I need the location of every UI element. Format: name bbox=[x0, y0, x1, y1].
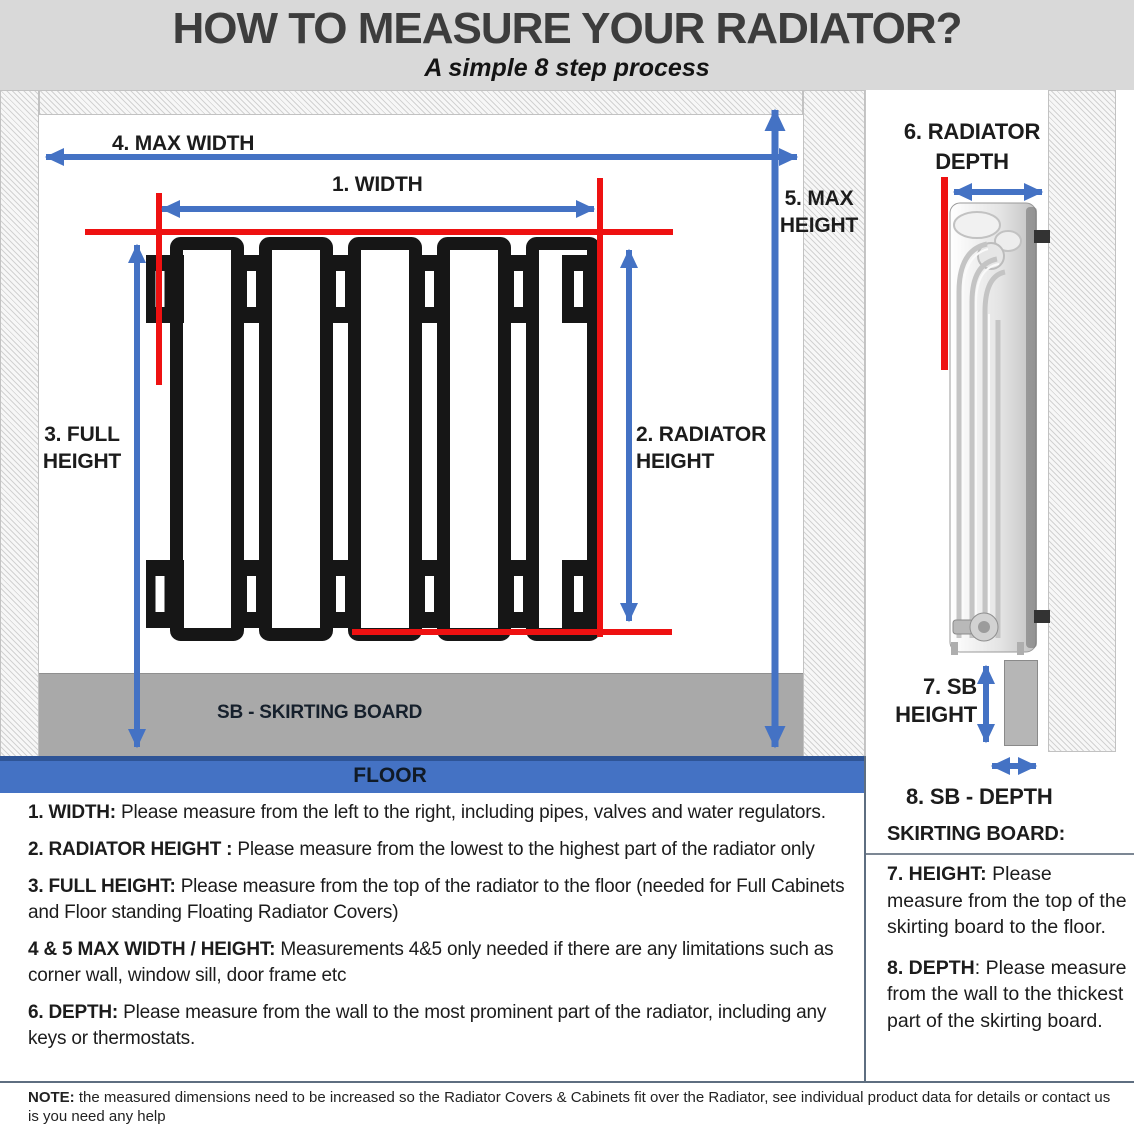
red-line-left bbox=[156, 193, 162, 385]
instruction-item-full-height: 3. FULL HEIGHT: Please measure from the … bbox=[28, 874, 864, 926]
instruction-text: Please measure from the lowest to the hi… bbox=[232, 839, 815, 860]
red-line-depth bbox=[941, 177, 948, 370]
skirting-board-band-label: SB - SKIRTING BOARD bbox=[217, 702, 423, 723]
panel-divider-dark bbox=[864, 756, 866, 1083]
instruction-text: Please measure from the wall to the most… bbox=[28, 1002, 827, 1049]
page-subtitle: A simple 8 step process bbox=[424, 54, 710, 82]
instruction-item-depth: 6. DEPTH: Please measure from the wall t… bbox=[28, 1000, 864, 1052]
wall-top-hatch bbox=[39, 90, 803, 115]
red-line-top bbox=[85, 229, 673, 235]
skirting-item-label: 7. HEIGHT: bbox=[887, 863, 987, 885]
bottom-divider bbox=[0, 1081, 1134, 1083]
instruction-list: 1. WIDTH: Please measure from the left t… bbox=[28, 800, 864, 1063]
sb-height-label: 7. SB HEIGHT bbox=[895, 674, 977, 727]
skirting-item-text: Please measure from the top of the skirt… bbox=[887, 863, 1127, 938]
skirting-item-label: 8. DEPTH bbox=[887, 956, 975, 979]
skirting-item-height: 7. HEIGHT: Please measure from the top o… bbox=[887, 861, 1127, 941]
max-width-label: 4. MAX WIDTH bbox=[112, 132, 255, 155]
wall-right-hatch bbox=[803, 90, 865, 760]
instruction-label: 2. RADIATOR HEIGHT : bbox=[28, 839, 233, 860]
instruction-text: Measurements 4&5 only needed if there ar… bbox=[28, 939, 834, 986]
instruction-text: Please measure from the left to the righ… bbox=[115, 802, 826, 823]
skirting-board-band: SB - SKIRTING BOARD bbox=[39, 673, 803, 760]
red-line-bottom bbox=[352, 629, 672, 635]
skirting-item-text: : Please measure from the wall to the th… bbox=[887, 956, 1127, 1032]
page-title: HOW TO MEASURE YOUR RADIATOR? bbox=[172, 4, 962, 53]
floor-label: FLOOR bbox=[353, 764, 427, 787]
red-line-right bbox=[597, 178, 603, 637]
instruction-text: Please measure from the top of the radia… bbox=[28, 876, 845, 923]
side-view-wall-hatch bbox=[1048, 90, 1116, 752]
instruction-item-width: 1. WIDTH: Please measure from the left t… bbox=[28, 800, 864, 826]
radiator-front-drawing bbox=[146, 237, 600, 641]
floor-bar: FLOOR bbox=[0, 756, 865, 793]
instruction-label: 1. WIDTH: bbox=[28, 802, 116, 823]
measurement-arrows bbox=[44, 108, 1044, 775]
skirting-board-cross-section bbox=[1004, 660, 1038, 746]
max-height-label: 5. MAX HEIGHT bbox=[779, 187, 859, 237]
instruction-label: 6. DEPTH: bbox=[28, 1002, 119, 1023]
instruction-item-max-width-height: 4 & 5 MAX WIDTH / HEIGHT: Measurements 4… bbox=[28, 937, 864, 989]
skirting-panel-divider bbox=[866, 853, 1134, 855]
instruction-label: 3. FULL HEIGHT: bbox=[28, 876, 176, 897]
skirting-panel-items: 7. HEIGHT: Please measure from the top o… bbox=[887, 861, 1127, 1048]
panel-divider-light bbox=[865, 90, 866, 756]
full-height-label: 3. FULL HEIGHT bbox=[42, 423, 122, 473]
wall-left-hatch bbox=[0, 90, 39, 760]
sb-depth-label: 8. SB - DEPTH bbox=[906, 784, 1053, 809]
side-radiator-photo bbox=[949, 202, 1050, 655]
instruction-item-radiator-height: 2. RADIATOR HEIGHT : Please measure from… bbox=[28, 837, 864, 863]
width-label: 1. WIDTH bbox=[332, 173, 423, 196]
footer-note-text: the measured dimensions need to be incre… bbox=[28, 1089, 1111, 1125]
skirting-item-depth: 8. DEPTH: Please measure from the wall t… bbox=[887, 955, 1127, 1035]
radiator-depth-label: 6. RADIATOR DEPTH bbox=[903, 119, 1041, 174]
instruction-label: 4 & 5 MAX WIDTH / HEIGHT: bbox=[28, 939, 276, 960]
footer-note: NOTE: the measured dimensions need to be… bbox=[28, 1088, 1114, 1126]
skirting-panel-heading: SKIRTING BOARD: bbox=[887, 823, 1066, 845]
title-band: HOW TO MEASURE YOUR RADIATOR? A simple 8… bbox=[0, 0, 1134, 90]
radiator-height-label: 2. RADIATOR HEIGHT bbox=[636, 423, 767, 473]
footer-note-label: NOTE: bbox=[28, 1089, 75, 1106]
